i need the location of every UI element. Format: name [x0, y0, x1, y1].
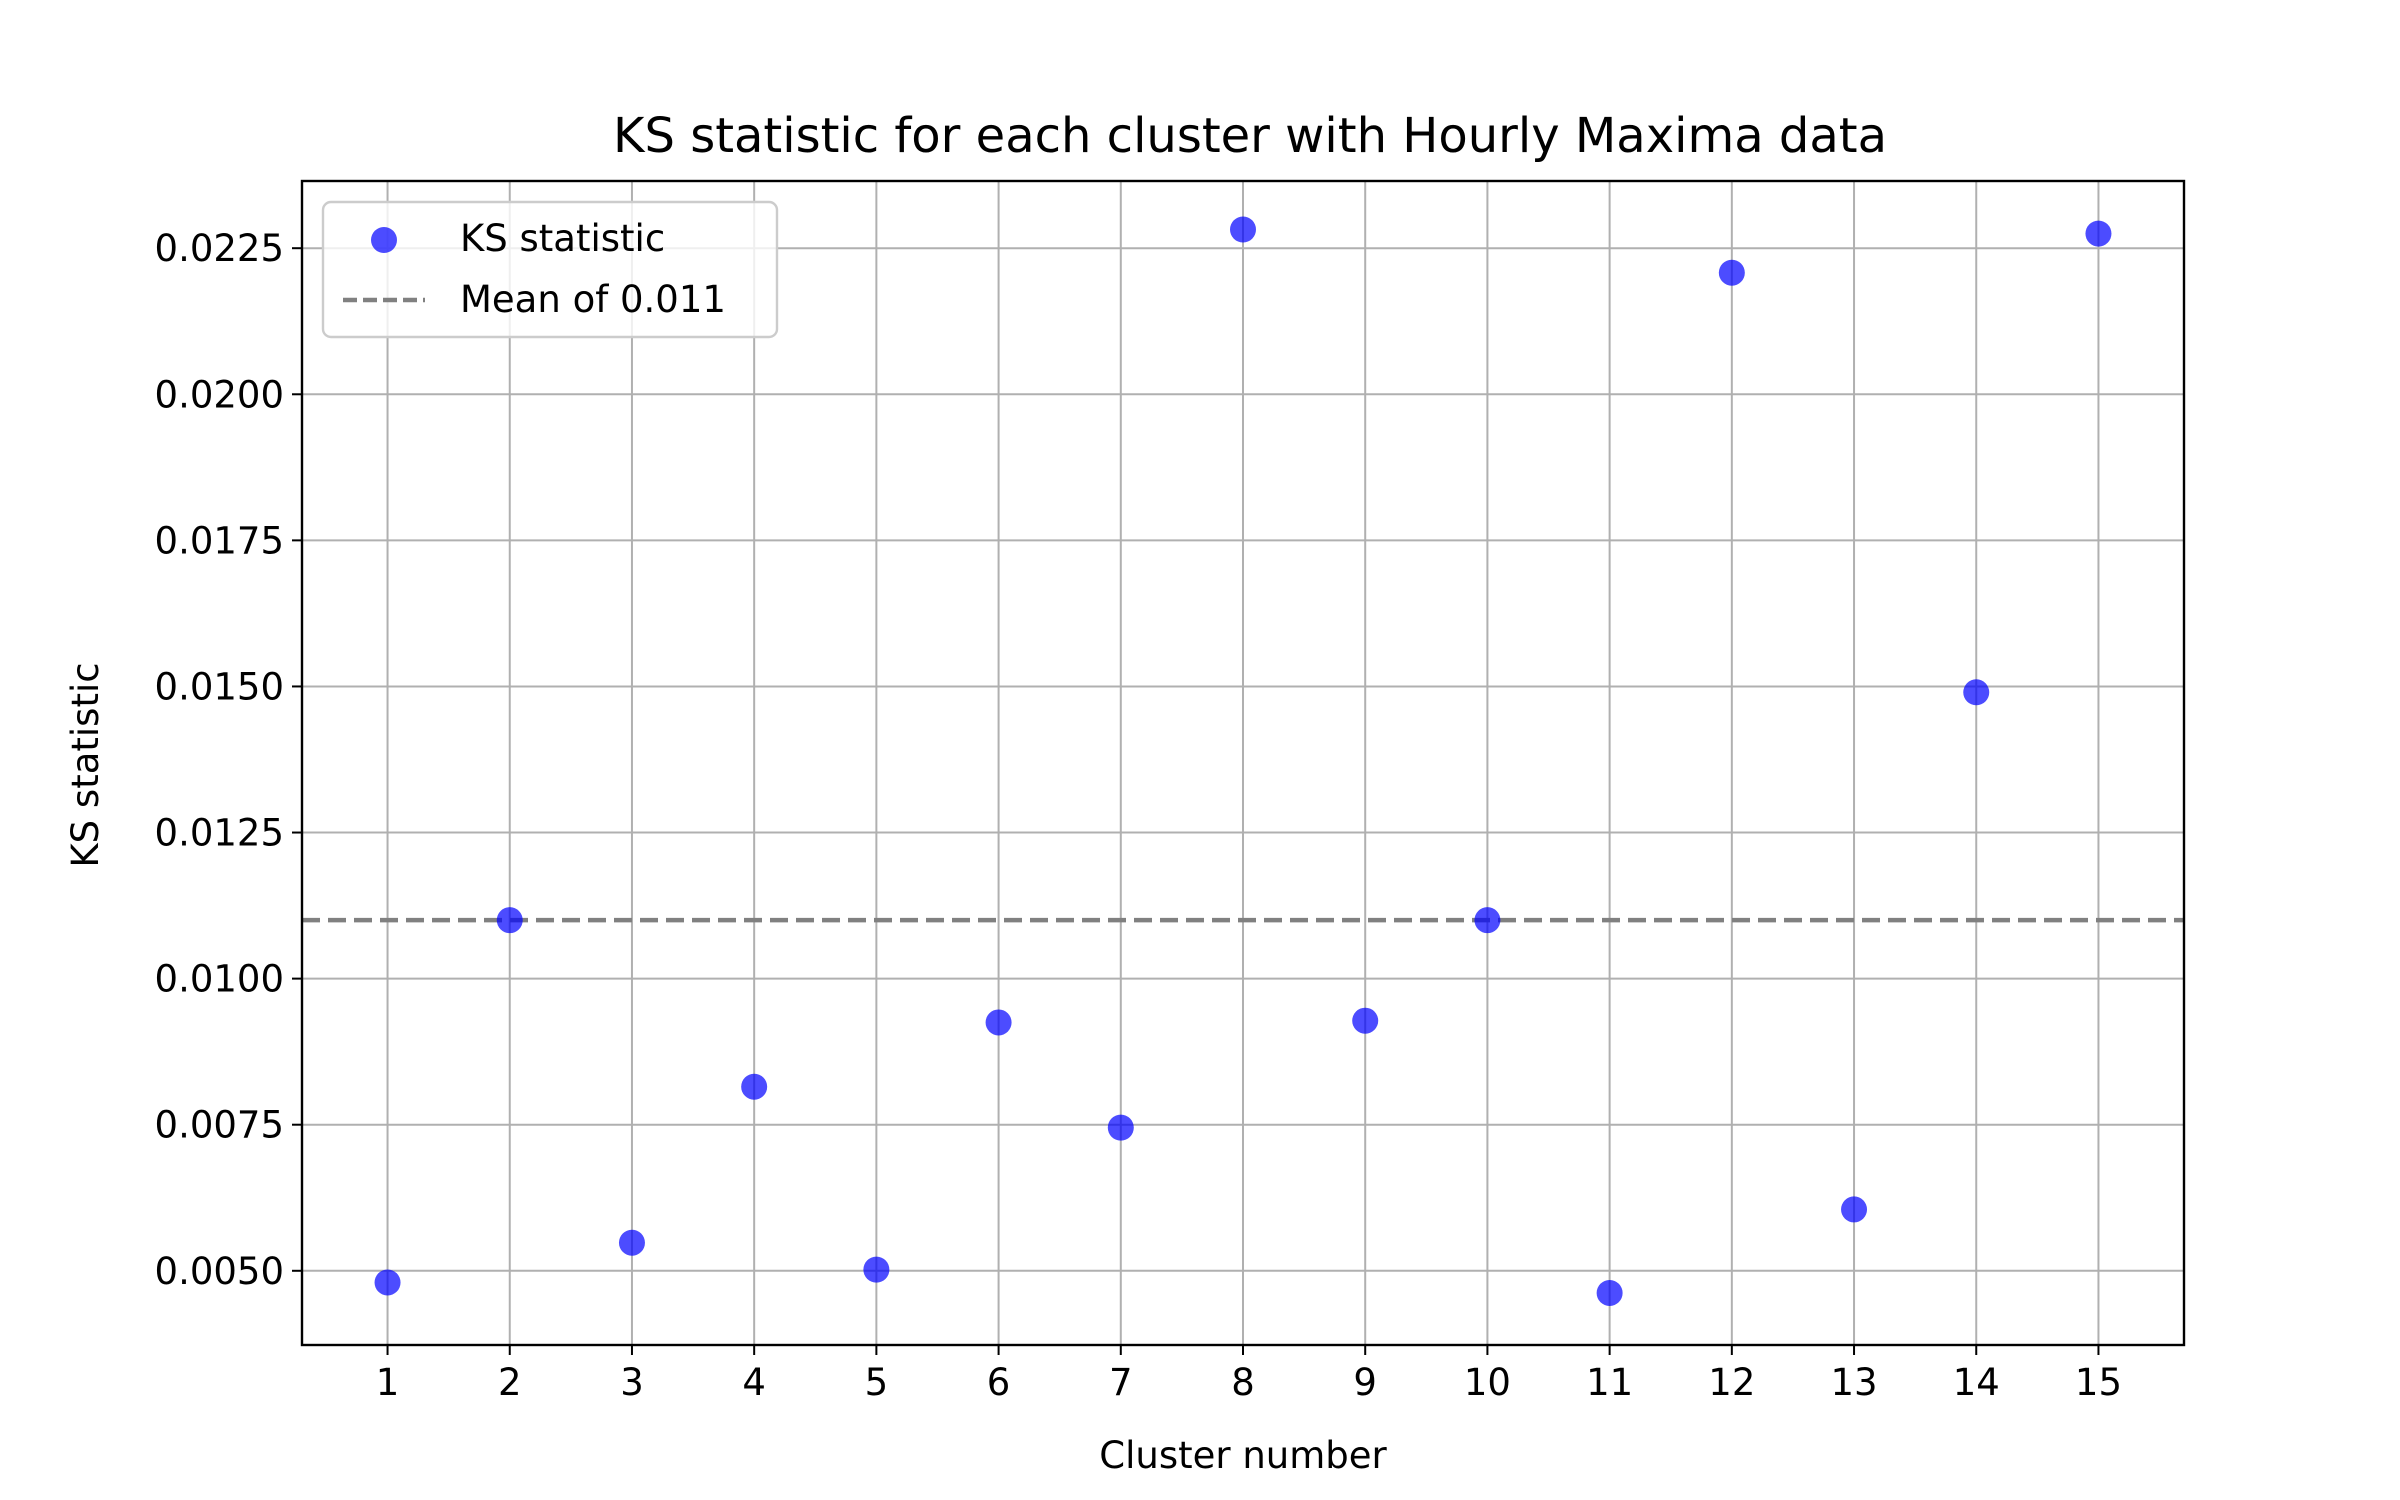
legend-label-ks-statistic: KS statistic [460, 217, 665, 260]
x-tick-label: 15 [2075, 1361, 2122, 1404]
data-point [2085, 220, 2112, 247]
x-tick-label: 3 [620, 1361, 644, 1404]
x-tick-label: 12 [1708, 1361, 1755, 1404]
y-tick-label: 0.0225 [155, 227, 284, 270]
data-point [496, 907, 523, 934]
data-point [1352, 1007, 1379, 1034]
data-point [1474, 907, 1501, 934]
grid [302, 181, 2184, 1345]
x-tick-label: 11 [1586, 1361, 1633, 1404]
data-point [985, 1009, 1012, 1036]
y-axis-label: KS statistic [64, 662, 107, 867]
y-tick-label: 0.0150 [155, 665, 284, 708]
x-tick-label: 9 [1353, 1361, 1377, 1404]
data-point [1963, 679, 1990, 706]
legend-box [321, 200, 779, 339]
x-axis-ticks: 1 2 3 4 5 6 7 8 9 10 11 12 13 14 15 [376, 1345, 2122, 1404]
chart-title: KS statistic for each cluster with Hourl… [613, 108, 1887, 164]
x-tick-label: 7 [1109, 1361, 1133, 1404]
y-tick-label: 0.0125 [155, 812, 284, 855]
data-point [863, 1256, 890, 1283]
data-point [374, 1269, 401, 1296]
y-tick-label: 0.0175 [155, 519, 284, 562]
data-points [374, 216, 2112, 1306]
data-point [1107, 1114, 1134, 1141]
x-tick-label: 5 [865, 1361, 889, 1404]
x-tick-label: 4 [742, 1361, 766, 1404]
data-point [1596, 1279, 1623, 1306]
x-tick-label: 13 [1830, 1361, 1877, 1404]
data-point [1230, 216, 1256, 243]
y-tick-label: 0.0100 [155, 958, 284, 1001]
x-tick-label: 8 [1231, 1361, 1255, 1404]
y-axis-ticks: 0.0050 0.0075 0.0100 0.0125 0.0150 0.0175 0.02… [155, 227, 302, 1293]
x-tick-label: 10 [1464, 1361, 1511, 1404]
x-tick-label: 1 [376, 1361, 400, 1404]
y-tick-label: 0.0075 [155, 1104, 284, 1147]
data-point [1718, 259, 1745, 286]
data-point [741, 1073, 768, 1100]
x-tick-label: 6 [987, 1361, 1011, 1404]
data-point [1841, 1196, 1868, 1223]
y-tick-label: 0.0050 [155, 1250, 284, 1293]
legend-label-mean: Mean of 0.011 [460, 278, 726, 321]
data-point [618, 1229, 645, 1256]
x-tick-label: 2 [498, 1361, 522, 1404]
legend: KS statistic Mean of 0.011 [321, 200, 779, 339]
x-tick-label: 14 [1953, 1361, 2000, 1404]
legend-marker-scatter [371, 227, 397, 253]
x-axis-label: Cluster number [1099, 1434, 1387, 1477]
y-tick-label: 0.0200 [155, 373, 284, 416]
